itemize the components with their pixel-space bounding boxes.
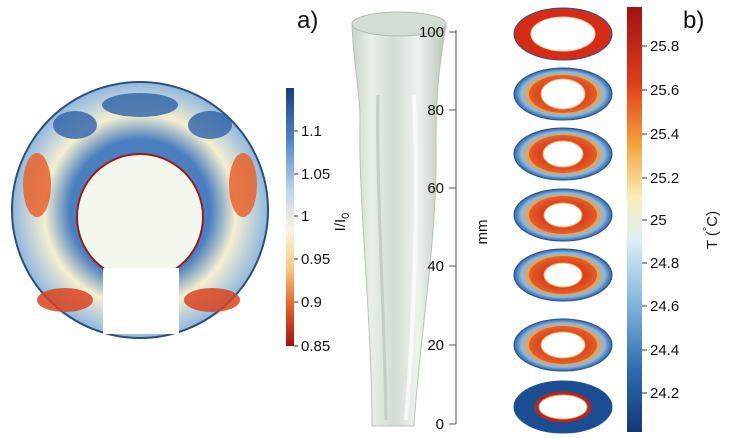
cross-section-hole bbox=[540, 78, 586, 110]
colorbar-temperature: 25.8 25.6 25.4 25.2 25 24.8 24.6 24.4 24.2 T (°C… bbox=[627, 7, 721, 432]
height-axis-tick-label: 60 bbox=[427, 180, 444, 197]
colorbar-temperature-tick-label: 24.8 bbox=[650, 255, 679, 272]
cross-section-hole bbox=[538, 394, 588, 420]
colorbar-temperature-label: T (°C) bbox=[702, 211, 721, 249]
colorbar-temperature-tick-label: 24.2 bbox=[650, 385, 679, 402]
intensity-annulus bbox=[11, 81, 269, 339]
tube-crease-2 bbox=[404, 94, 418, 421]
height-axis-tick-label: 20 bbox=[427, 337, 444, 354]
colorbar-intensity: 1.1 1.05 1 0.95 0.9 0.85 I/I0 bbox=[286, 88, 352, 355]
cross-section-ring bbox=[534, 391, 592, 423]
inner-core bbox=[76, 153, 204, 281]
panel-letter-a: a) bbox=[297, 7, 318, 34]
cross-section-hole bbox=[543, 202, 583, 228]
cross-section bbox=[513, 67, 613, 121]
colorbar-temperature-tick-label: 25 bbox=[650, 212, 667, 229]
hot-lobe-bottom-right bbox=[184, 288, 240, 312]
colorbar-intensity-tick-label: 1.1 bbox=[301, 123, 322, 140]
height-axis-tick-label: 80 bbox=[427, 102, 444, 119]
colorbar-temperature-tick-label: 25.6 bbox=[650, 82, 679, 99]
colorbar-intensity-tick-label: 0.85 bbox=[301, 338, 330, 355]
cold-lobe-top-right bbox=[188, 111, 232, 139]
cross-section bbox=[513, 318, 613, 372]
tube-body bbox=[351, 25, 447, 427]
cross-section-hole bbox=[530, 16, 596, 52]
colorbar-intensity-tick-label: 0.95 bbox=[301, 251, 330, 268]
colorbar-temperature-tick-label: 24.4 bbox=[650, 342, 679, 359]
height-axis-label: mm bbox=[474, 220, 491, 245]
colorbar-temperature-tick-label: 24.6 bbox=[650, 298, 679, 315]
cross-section bbox=[513, 7, 613, 61]
height-axis-tick-label: 40 bbox=[427, 258, 444, 275]
cross-section-hole bbox=[542, 140, 584, 168]
height-axis: 100 80 60 40 20 0 mm bbox=[419, 24, 491, 433]
cross-section-stack bbox=[513, 7, 613, 434]
colorbar-temperature-tick-label: 25.4 bbox=[650, 126, 679, 143]
cold-lobe-top-left bbox=[53, 111, 97, 139]
colorbar-temperature-bar bbox=[627, 7, 642, 432]
colorbar-temperature-tick-label: 25.8 bbox=[650, 38, 679, 55]
hot-lobe-left bbox=[23, 153, 51, 217]
colorbar-intensity-bar bbox=[286, 88, 294, 346]
colorbar-intensity-label: I/I0 bbox=[332, 213, 352, 232]
colorbar-intensity-tick-label: 1 bbox=[301, 208, 309, 225]
colorbar-intensity-tick-label: 1.05 bbox=[301, 166, 330, 183]
panel-letter-b: b) bbox=[683, 7, 704, 34]
hot-lobe-right bbox=[229, 153, 257, 217]
tube-top-rim bbox=[351, 11, 447, 37]
cross-section bbox=[513, 188, 613, 242]
notch bbox=[103, 268, 179, 334]
tube-crease-1 bbox=[376, 94, 388, 421]
colorbar-temperature-tick-label: 25.2 bbox=[650, 170, 679, 187]
hot-lobe-bottom-left bbox=[37, 288, 93, 312]
height-axis-tick-label: 100 bbox=[419, 24, 444, 41]
cross-section-hole bbox=[543, 262, 583, 288]
height-axis-tick-label: 0 bbox=[436, 416, 444, 433]
cross-section bbox=[513, 127, 613, 181]
colorbar-intensity-tick-label: 0.9 bbox=[301, 294, 322, 311]
cross-section bbox=[513, 248, 613, 302]
tube-surface bbox=[351, 11, 447, 427]
cross-section bbox=[513, 380, 613, 434]
cross-section-hole bbox=[540, 331, 586, 359]
cold-lobe-top bbox=[102, 93, 178, 117]
